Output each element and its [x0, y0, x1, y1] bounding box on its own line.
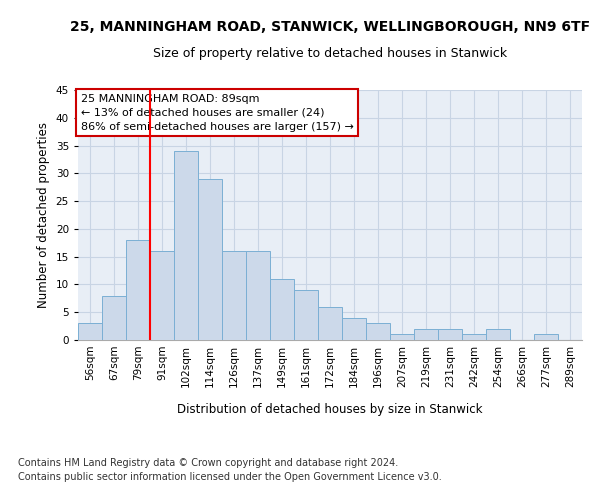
- Bar: [174, 151, 198, 340]
- Bar: [390, 334, 414, 340]
- Bar: [366, 324, 390, 340]
- Y-axis label: Number of detached properties: Number of detached properties: [37, 122, 50, 308]
- Bar: [78, 324, 102, 340]
- Bar: [534, 334, 558, 340]
- Text: Size of property relative to detached houses in Stanwick: Size of property relative to detached ho…: [153, 48, 507, 60]
- Bar: [486, 329, 510, 340]
- Text: Distribution of detached houses by size in Stanwick: Distribution of detached houses by size …: [177, 402, 483, 415]
- Text: Contains public sector information licensed under the Open Government Licence v3: Contains public sector information licen…: [18, 472, 442, 482]
- Bar: [246, 251, 270, 340]
- Bar: [318, 306, 342, 340]
- Bar: [438, 329, 462, 340]
- Text: 25, MANNINGHAM ROAD, STANWICK, WELLINGBOROUGH, NN9 6TF: 25, MANNINGHAM ROAD, STANWICK, WELLINGBO…: [70, 20, 590, 34]
- Bar: [150, 251, 174, 340]
- Bar: [462, 334, 486, 340]
- Bar: [414, 329, 438, 340]
- Bar: [126, 240, 150, 340]
- Bar: [198, 179, 222, 340]
- Bar: [222, 251, 246, 340]
- Text: 25 MANNINGHAM ROAD: 89sqm
← 13% of detached houses are smaller (24)
86% of semi-: 25 MANNINGHAM ROAD: 89sqm ← 13% of detac…: [80, 94, 353, 132]
- Text: Contains HM Land Registry data © Crown copyright and database right 2024.: Contains HM Land Registry data © Crown c…: [18, 458, 398, 468]
- Bar: [294, 290, 318, 340]
- Bar: [270, 279, 294, 340]
- Bar: [102, 296, 126, 340]
- Bar: [342, 318, 366, 340]
